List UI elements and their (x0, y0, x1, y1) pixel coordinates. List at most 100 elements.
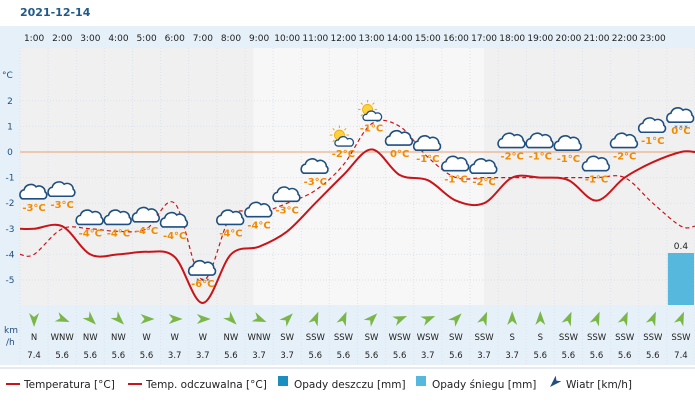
snowflake-icon: * (206, 277, 210, 285)
cloud-icon (412, 135, 442, 151)
hour-label: 5:00 (136, 34, 156, 44)
hour-label: 17:00 (471, 34, 497, 44)
wind-speed: 3.7 (421, 351, 435, 361)
snowflake-icon: * (201, 277, 205, 285)
cloud-icon (19, 183, 48, 200)
wind-speed: 5.6 (112, 351, 126, 361)
wind-speed: 5.6 (562, 351, 576, 361)
y-axis: 2 1 0 -1 -2 -3 -4 -5 (6, 97, 15, 286)
cloud-shape (497, 132, 526, 149)
wind-speed: 7.4 (674, 351, 688, 361)
legend-box-swatch (416, 376, 426, 386)
wind-arrow (674, 311, 684, 327)
hour-axis: 1:00 2:00 3:00 4:00 5:00 6:00 7:00 8:00 9:00 10:0… (24, 34, 666, 44)
wind-arrow (279, 313, 293, 327)
wind-direction: WNW (51, 333, 75, 343)
wind-arrow (223, 311, 237, 325)
cloud-icon (244, 201, 273, 218)
hour-label: 10:00 (274, 34, 300, 44)
left-axis-band (0, 26, 20, 365)
hour-label: 13:00 (359, 34, 385, 44)
cloud-icon (300, 158, 329, 174)
legend-item: Opady śniegu [mm] (416, 376, 536, 391)
temp-label: -1°C (585, 175, 608, 186)
wind-direction: SSW (587, 333, 607, 343)
hour-label: 11:00 (302, 34, 328, 44)
wind-speed: 5.6 (618, 351, 632, 361)
wind-speed: 5.6 (365, 351, 379, 361)
wind-arrow (168, 314, 183, 324)
wind-row: N 7.4 WNW 5.6 NW 5.6 NW 5.6 W 5.6 W 3.7 W 3.7 NW 5.6 WNW… (27, 311, 691, 361)
wind-arrow (535, 311, 546, 325)
hour-label: 22:00 (612, 34, 638, 44)
wind-arrow (82, 311, 96, 325)
wind-direction: SSW (334, 333, 354, 343)
hour-band (20, 26, 695, 48)
y-tick-label: -4 (6, 250, 15, 260)
hour-label: 16:00 (443, 34, 469, 44)
cloud-icon (384, 129, 414, 146)
temp-label: -3°C (304, 177, 327, 188)
weather-icons: -3°C -3°C-4°C -4°C -4°C -4°C* * *-6°C-4°C-4°C-… (19, 99, 695, 290)
temperature-line (19, 148, 695, 305)
partly-sunny-icon (329, 125, 355, 147)
temp-label: -2°C (613, 152, 636, 163)
cloud-icon (272, 186, 301, 203)
cloud-icon (637, 117, 667, 134)
temp-label: -4°C (107, 228, 130, 239)
hour-label: 21:00 (584, 34, 610, 44)
cloud-shape (75, 209, 104, 226)
wind-speed: 5.6 (140, 351, 154, 361)
cloud-shape (159, 211, 189, 228)
cloud-shape (216, 209, 245, 226)
snowflake-icon: * (684, 124, 688, 132)
hour-label: 7:00 (193, 34, 213, 44)
wind-speed: 5.6 (55, 351, 69, 361)
hour-label: 12:00 (330, 34, 356, 44)
snow-bar (667, 253, 694, 305)
temperature-series (19, 119, 695, 305)
cloud-shape (334, 136, 355, 147)
wind-direction: W (170, 333, 179, 343)
wind-speed: 3.7 (168, 351, 182, 361)
wind-direction: SW (365, 333, 379, 343)
temp-label: -1°C (444, 175, 467, 186)
wind-direction: SSW (643, 333, 663, 343)
cloud-shape (581, 155, 610, 172)
hour-label: 3:00 (80, 34, 100, 44)
y-tick-label: 0 (7, 148, 13, 158)
wind-speed: 5.6 (449, 351, 463, 361)
wind-direction: SSW (474, 333, 494, 343)
cloud-shape (553, 135, 582, 151)
y-tick-label: -3 (6, 225, 15, 235)
temp-label: 0°C (390, 149, 409, 160)
cloud-icon (581, 155, 610, 172)
temp-label: -2°C (332, 149, 355, 160)
cloud-icon (131, 206, 160, 223)
wind-direction: WNW (247, 333, 271, 343)
wind-direction: W (142, 333, 151, 343)
hour-label: 6:00 (165, 34, 185, 44)
wind-arrow (507, 311, 518, 325)
cloud-shape (244, 201, 273, 218)
wind-speed: 5.6 (534, 351, 548, 361)
y-tick-label: 1 (7, 122, 13, 132)
cloud-shape (384, 129, 414, 146)
wind-speed: 3.7 (252, 351, 266, 361)
temp-label: -1°C (416, 154, 439, 165)
wind-arrow (477, 311, 488, 327)
wind-arrow (420, 315, 436, 326)
cloud-icon (609, 132, 639, 149)
wind-arrow (645, 311, 656, 327)
wind-speed: 5.6 (309, 351, 323, 361)
wind-arrow (29, 313, 40, 327)
y-tick-label: -1 (6, 174, 15, 184)
wind-direction: WSW (417, 333, 440, 343)
cloud-shape (469, 158, 498, 174)
legend-item: Wiatr [km/h] (550, 375, 632, 391)
wind-direction: SSW (559, 333, 579, 343)
temp-label: -4°C (247, 221, 270, 232)
y-tick-label: -2 (6, 199, 15, 209)
cloud-shape (441, 155, 470, 172)
feels_like-line (19, 119, 695, 281)
